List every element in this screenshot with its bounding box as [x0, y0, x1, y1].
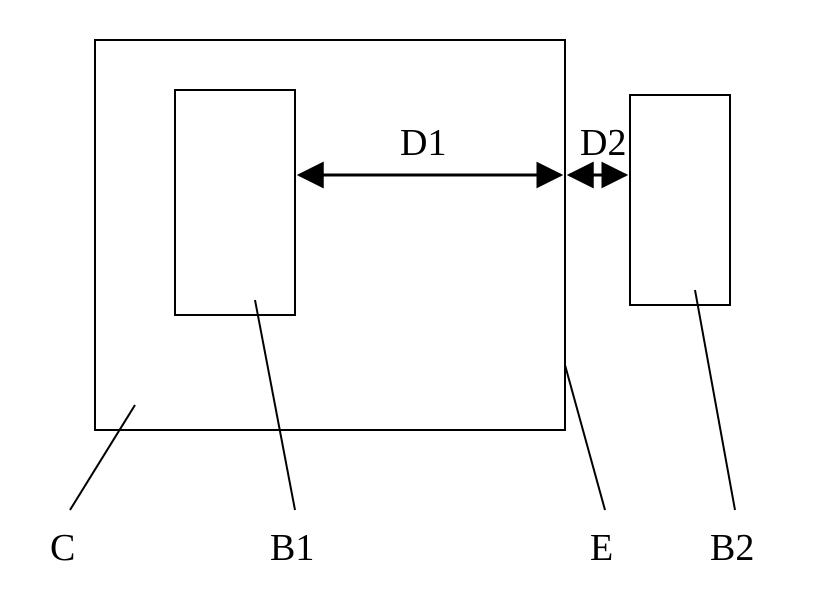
dimension-d1-label: D1	[400, 122, 446, 164]
label-b1: B1	[270, 527, 314, 569]
dimension-d2-label: D2	[580, 122, 626, 164]
diagram-canvas: D1 D2 C B1 E B2	[0, 0, 827, 601]
box-b1	[175, 90, 295, 315]
leader-e	[565, 365, 605, 510]
label-c: C	[50, 527, 75, 569]
leader-b2	[695, 290, 735, 510]
label-e: E	[590, 527, 613, 569]
box-c	[95, 40, 565, 430]
leader-b1	[255, 300, 295, 510]
leader-c	[70, 405, 135, 510]
label-b2: B2	[710, 527, 754, 569]
box-b2	[630, 95, 730, 305]
